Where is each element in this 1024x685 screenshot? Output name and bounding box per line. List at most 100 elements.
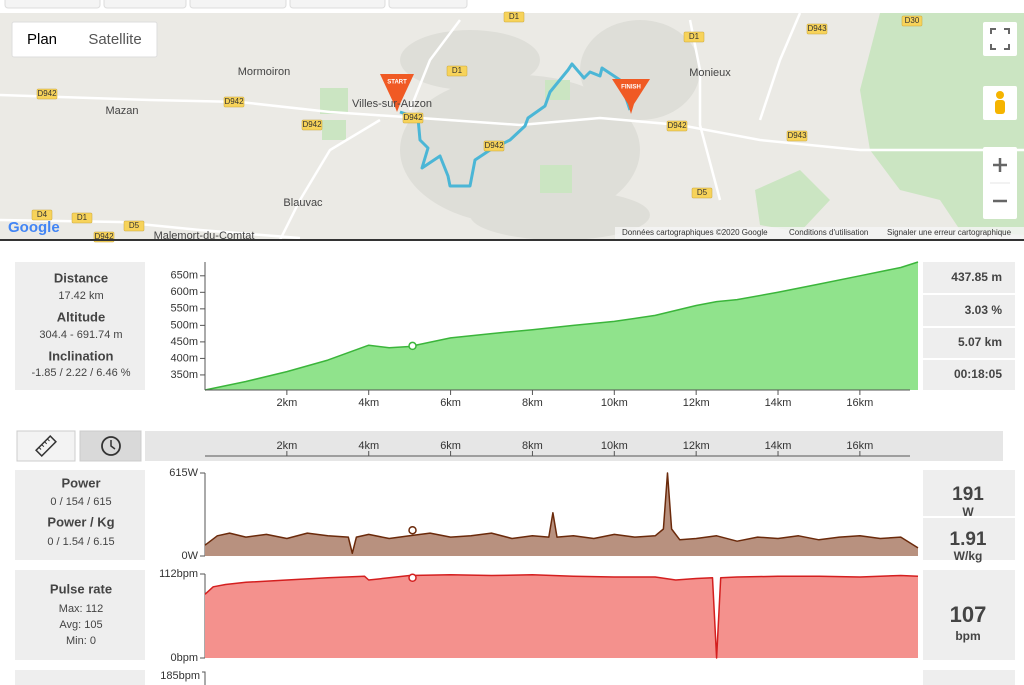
- place-label: Mormoiron: [238, 66, 291, 78]
- road-shield: [31, 209, 53, 221]
- finish-marker: FINISH: [612, 79, 650, 114]
- stat-value: Max: 112: [59, 603, 103, 615]
- road-label: D30: [905, 16, 920, 25]
- y-tick-label: 450m: [170, 336, 198, 348]
- toolbar-tabs: [4, 0, 468, 9]
- cursor-box: [923, 518, 1015, 560]
- cursor-box: [923, 262, 1015, 293]
- distance-mode-button[interactable]: [16, 430, 76, 462]
- road-shield: [36, 88, 58, 100]
- summary-panel: [15, 262, 145, 390]
- y-tick-label: 185bpm: [160, 670, 200, 682]
- cursor-dot: [408, 573, 417, 582]
- cursor-pulse: 107: [950, 602, 987, 627]
- x-tick-label: 8km: [522, 397, 543, 409]
- map-border: [0, 239, 1024, 241]
- map[interactable]: START FINISH Mormoiron Mazan Villes-sur-…: [0, 11, 1024, 243]
- x-tick-label: 16km: [846, 440, 873, 452]
- road-shield: [71, 212, 93, 224]
- cursor-grade: 3.03 %: [965, 303, 1003, 317]
- area-fill: [205, 473, 918, 556]
- road-label: D943: [807, 24, 827, 33]
- cursor-unit: W: [962, 505, 974, 519]
- road-label: D942: [37, 89, 57, 98]
- stat-value: Min: 0: [66, 635, 96, 647]
- area-line: [204, 261, 919, 391]
- road-label: D1: [509, 12, 520, 21]
- cursor-box: [923, 295, 1015, 326]
- road-shield: [301, 119, 323, 131]
- cursor-box: [923, 570, 1015, 660]
- cursor-power: 191: [952, 484, 984, 505]
- y-tick-label: 350m: [170, 369, 198, 381]
- road-label: D5: [697, 188, 708, 197]
- x-tick-label: 4km: [358, 397, 379, 409]
- x-tick-label: 10km: [601, 440, 628, 452]
- route: [399, 62, 632, 188]
- road-shield: [483, 140, 505, 152]
- street-view-button[interactable]: [983, 86, 1017, 120]
- next-panel: [923, 670, 1015, 685]
- road-shield: [786, 130, 808, 142]
- y-tick-label: 650m: [170, 270, 198, 282]
- y-tick-label: 500m: [170, 319, 198, 331]
- zoom-control[interactable]: [983, 147, 1017, 219]
- x-tick-label: 14km: [765, 397, 792, 409]
- road-label: D942: [94, 232, 114, 241]
- area-fill: [205, 574, 918, 658]
- cursor-time: 00:18:05: [954, 367, 1002, 381]
- place-label: Monieux: [689, 67, 731, 79]
- fullscreen-button[interactable]: [983, 22, 1017, 56]
- road-label: D1: [689, 32, 700, 41]
- cursor-altitude: 437.85 m: [951, 270, 1002, 284]
- x-tick-label: 6km: [440, 397, 461, 409]
- x-tick-label: 2km: [276, 397, 297, 409]
- x-tick-label: 2km: [276, 440, 297, 452]
- stat-title: Altitude: [57, 309, 105, 324]
- time-mode-button[interactable]: [79, 430, 142, 462]
- pulse-panel: [15, 570, 145, 660]
- cursor-dot: [408, 525, 417, 535]
- x-tick-label: 12km: [683, 397, 710, 409]
- road-label: D5: [129, 221, 140, 230]
- x-tick-label: 16km: [846, 397, 873, 409]
- place-label: Malemort-du-Comtat: [154, 230, 255, 242]
- plan-button[interactable]: Plan: [27, 31, 57, 48]
- cursor-box: [923, 328, 1015, 358]
- stat-title: Pulse rate: [50, 581, 112, 596]
- road-label: D1: [77, 213, 88, 222]
- area-fill: [205, 262, 918, 390]
- road-label: D1: [452, 66, 463, 75]
- stat-value: 0 / 154 / 615: [50, 496, 111, 508]
- stat-value: -1.85 / 2.22 / 6.46 %: [31, 367, 130, 379]
- stat-title: Power: [61, 475, 100, 490]
- road-shield: [446, 65, 468, 77]
- road-label: D942: [224, 97, 244, 106]
- x-tick-label: 14km: [765, 440, 792, 452]
- y-tick-label: 550m: [170, 303, 198, 315]
- place-label: Villes-sur-Auzon: [352, 98, 432, 110]
- road-label: D942: [302, 120, 322, 129]
- cursor-box: [923, 360, 1015, 390]
- x-tick-label: 6km: [440, 440, 461, 452]
- axis-line: [202, 671, 206, 685]
- power-panel: [15, 470, 145, 560]
- y-tick-label: 0bpm: [170, 652, 198, 664]
- satellite-button[interactable]: Satellite: [88, 31, 141, 48]
- road-label: D942: [667, 121, 687, 130]
- report-link[interactable]: Signaler une erreur cartographique: [887, 228, 1012, 237]
- attribution: Données cartographiques ©2020 Google: [622, 228, 768, 237]
- stat-value: 304.4 - 691.74 m: [39, 329, 122, 341]
- y-tick-label: 112bpm: [159, 568, 198, 580]
- terms-link[interactable]: Conditions d'utilisation: [789, 228, 868, 237]
- road-label: D942: [484, 141, 504, 150]
- road-shield: [901, 15, 923, 27]
- cursor-box: [923, 470, 1015, 516]
- road-label: D943: [787, 131, 807, 140]
- area-line: [204, 574, 919, 659]
- stat-title: Distance: [54, 270, 108, 285]
- road-shield: [806, 23, 828, 35]
- road-shield: [683, 31, 705, 43]
- road-shield: [223, 96, 245, 108]
- place-label: Mazan: [105, 105, 138, 117]
